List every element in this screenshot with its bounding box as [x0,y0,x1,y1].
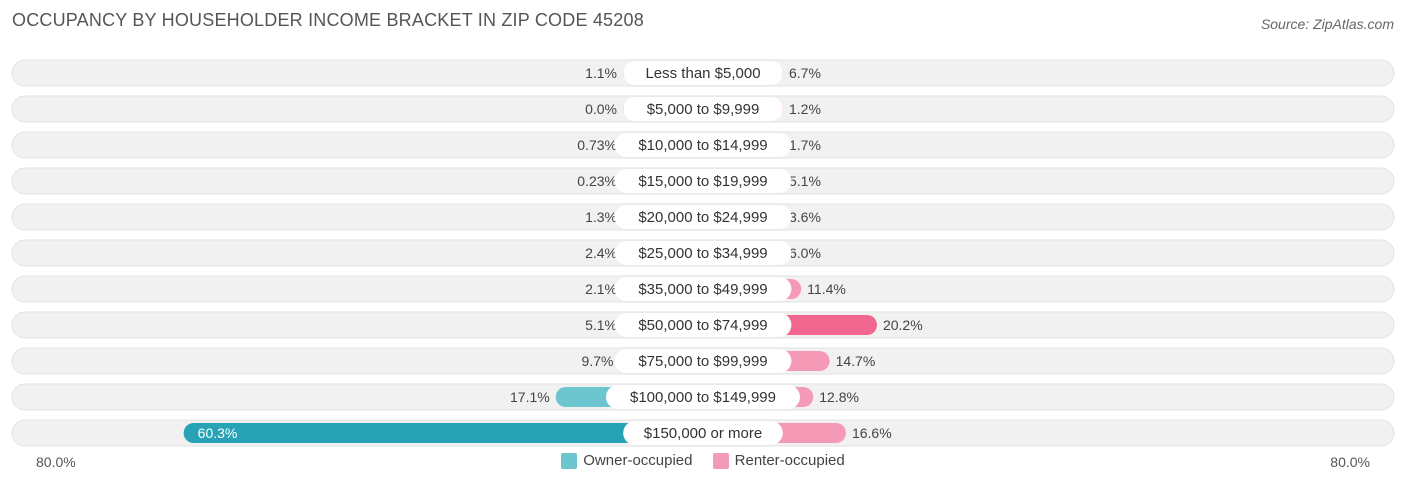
category-pill [606,385,800,409]
value-label-renter: 5.1% [789,173,821,189]
axis-right-label: 80.0% [1330,454,1370,470]
category-pill [614,241,792,265]
category-label: $20,000 to $24,999 [638,209,767,226]
category-label: $35,000 to $49,999 [638,281,767,298]
value-label-renter: 6.7% [789,65,821,81]
category-label: $10,000 to $14,999 [638,137,767,154]
value-label-owner: 0.0% [585,101,617,117]
category-pill [614,349,792,373]
value-label-owner: 1.1% [585,65,617,81]
value-label-renter: 12.8% [819,389,859,405]
category-label: $75,000 to $99,999 [638,353,767,370]
category-pill [614,205,792,229]
category-pill [623,97,783,121]
category-pill [614,133,792,157]
category-label: $25,000 to $34,999 [638,245,767,262]
value-label-renter: 1.2% [789,101,821,117]
axis-left-label: 80.0% [36,454,76,470]
category-label: $100,000 to $149,999 [630,389,776,406]
value-label-renter: 14.7% [836,353,876,369]
category-label: $50,000 to $74,999 [638,317,767,334]
chart-title: OCCUPANCY BY HOUSEHOLDER INCOME BRACKET … [12,10,644,30]
value-label-renter: 3.6% [789,209,821,225]
value-label-owner: 2.4% [585,245,617,261]
value-label-renter: 11.4% [807,281,846,297]
value-label-renter: 16.6% [852,425,892,441]
legend-item-owner: Owner-occupied [561,452,692,469]
category-label: Less than $5,000 [645,65,760,82]
legend-swatch-renter [712,452,729,469]
legend: Owner-occupied Renter-occupied [0,452,1406,473]
category-label: $5,000 to $9,999 [647,101,760,118]
bar-owner [183,423,703,443]
category-pill [614,169,792,193]
chart-svg: 1.1% 6.7% Less than $5,000 0.0% 1.2% $5,000 t… [11,59,1395,447]
legend-label-owner: Owner-occupied [583,452,693,469]
value-label-renter: 20.2% [883,317,923,333]
source-note: Source: ZipAtlas.com [1260,16,1394,32]
category-label: $150,000 or more [644,425,762,442]
category-pill [623,421,783,445]
value-label-owner: 1.3% [585,209,617,225]
category-pill [623,61,783,85]
category-pill [614,277,792,301]
value-label-renter: 6.0% [789,245,821,261]
value-label-owner: 5.1% [585,317,617,333]
legend-label-renter: Renter-occupied [734,452,845,469]
value-label-owner: 0.23% [577,173,617,189]
value-label-owner: 60.3% [198,425,238,441]
category-label: $15,000 to $19,999 [638,173,767,190]
category-pill [614,313,792,337]
legend-item-renter: Renter-occupied [712,452,845,469]
value-label-owner: 9.7% [582,353,614,369]
value-label-owner: 17.1% [510,389,550,405]
value-label-owner: 2.1% [585,281,617,297]
value-label-owner: 0.73% [577,137,617,153]
legend-swatch-owner [561,452,578,469]
value-label-renter: 1.7% [789,137,821,153]
